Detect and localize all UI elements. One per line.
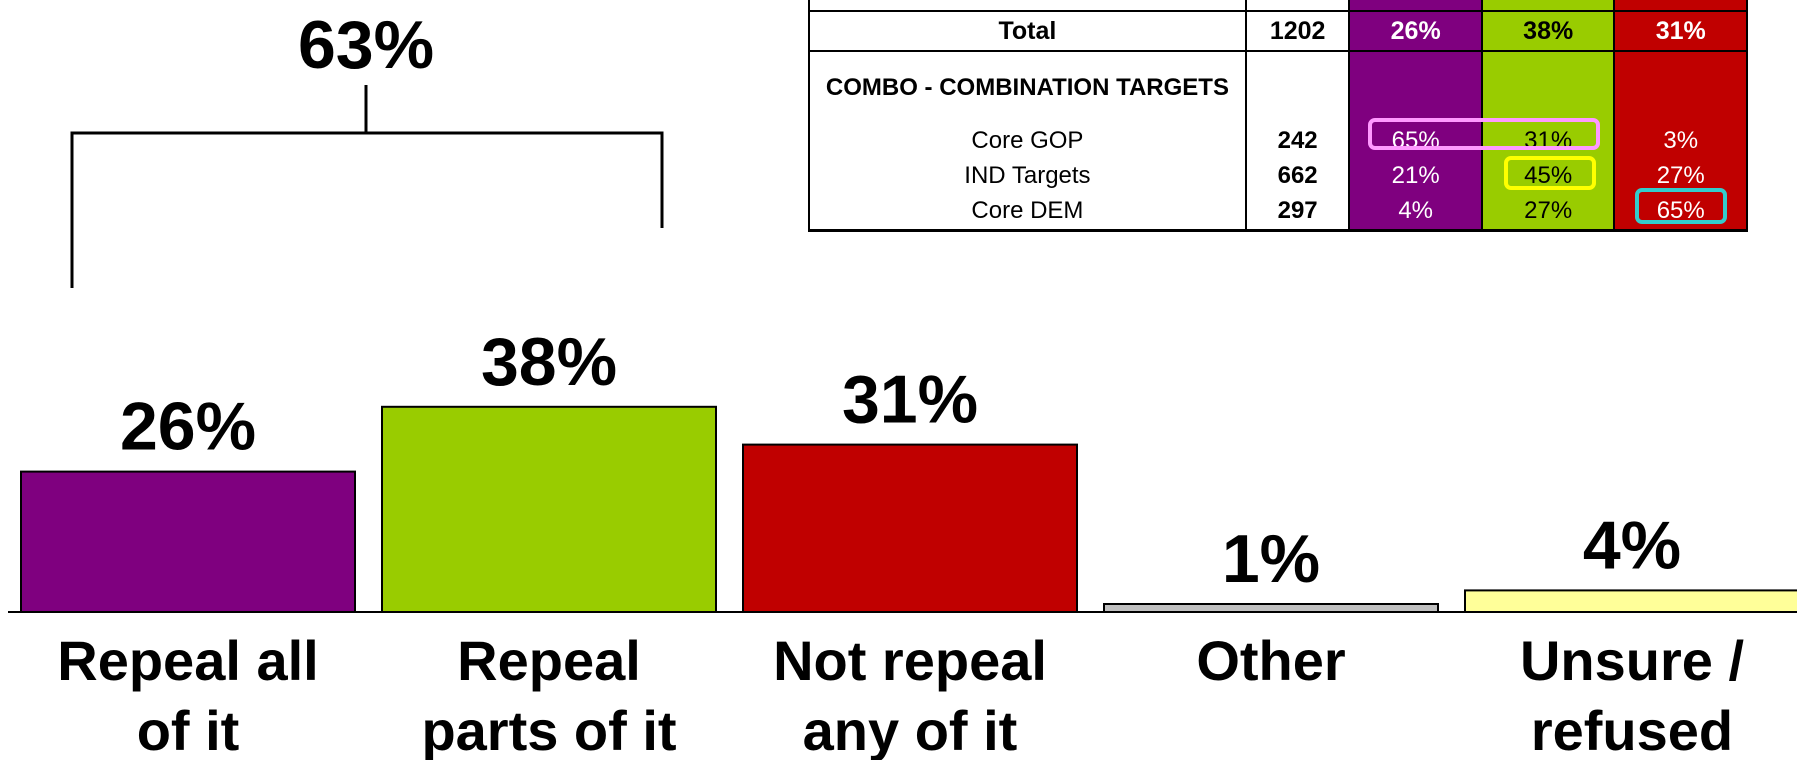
total-n: 1202 xyxy=(1244,11,1351,53)
value-label-other: 1% xyxy=(1222,521,1320,597)
bar-repeal-all xyxy=(20,470,356,613)
row-value: 27% xyxy=(1613,158,1748,194)
category-label-unsure-refused: refused xyxy=(1531,699,1733,760)
crosstab-row-core-gop: Core GOP 242 65% 31% 3% xyxy=(808,123,1748,159)
category-label-repeal-all: Repeal all xyxy=(57,629,318,692)
value-label-not-repeal: 31% xyxy=(842,362,978,438)
category-label-not-repeal: Not repeal xyxy=(773,629,1047,692)
labels-layer: Repeal all of it Repeal parts of it Not repe… xyxy=(57,629,1744,760)
bar-unsure-refused xyxy=(1464,589,1797,614)
category-label-not-repeal: any of it xyxy=(803,699,1018,760)
bracket: 63% xyxy=(70,7,664,288)
total-value-repeal-all: 26% xyxy=(1348,11,1483,53)
row-n: 242 xyxy=(1244,123,1351,159)
value-label-repeal-parts: 38% xyxy=(481,324,617,400)
bars-layer: 26% 38% 31% 1% 4% xyxy=(20,324,1797,614)
category-label-repeal-all: of it xyxy=(137,699,240,760)
bar-not-repeal xyxy=(742,443,1078,613)
category-label-repeal-parts: parts of it xyxy=(421,699,676,760)
crosstab-section-row: COMBO - COMBINATION TARGETS xyxy=(808,51,1748,124)
highlight-core-dem xyxy=(1635,188,1727,224)
section-title: COMBO - COMBINATION TARGETS xyxy=(808,51,1247,124)
bracket-line xyxy=(70,131,664,288)
crosstab-row-core-dem: Core DEM 297 4% 27% 65% xyxy=(808,193,1748,232)
total-label: Total xyxy=(808,11,1247,53)
bar-repeal-parts xyxy=(381,405,717,613)
category-label-repeal-parts: Repeal xyxy=(457,629,641,692)
value-label-repeal-all: 26% xyxy=(120,389,256,465)
row-value: 27% xyxy=(1480,193,1616,232)
row-label: Core GOP xyxy=(808,123,1247,159)
crosstab-table: Total 1202 26% 38% 31% COMBO - COMBINATI… xyxy=(808,0,1748,232)
row-value: 3% xyxy=(1613,123,1748,159)
highlight-core-gop xyxy=(1368,118,1600,150)
value-label-unsure-refused: 4% xyxy=(1583,507,1681,583)
row-value: 4% xyxy=(1348,193,1483,232)
row-value: 21% xyxy=(1348,158,1483,194)
row-label: IND Targets xyxy=(808,158,1247,194)
category-label-unsure-refused: Unsure / xyxy=(1520,629,1744,692)
total-value-repeal-parts: 38% xyxy=(1480,11,1616,53)
bar-other xyxy=(1103,603,1439,613)
crosstab-row-ind-targets: IND Targets 662 21% 45% 27% xyxy=(808,158,1748,194)
highlight-ind-targets xyxy=(1504,156,1596,190)
crosstab-total-row: Total 1202 26% 38% 31% xyxy=(808,11,1748,53)
row-label: Core DEM xyxy=(808,193,1247,232)
category-label-other: Other xyxy=(1196,629,1345,692)
row-n: 662 xyxy=(1244,158,1351,194)
total-value-not-repeal: 31% xyxy=(1613,11,1748,53)
crosstab-header-strip xyxy=(808,0,1748,13)
bracket-total-label: 63% xyxy=(298,7,434,83)
row-n: 297 xyxy=(1244,193,1351,232)
